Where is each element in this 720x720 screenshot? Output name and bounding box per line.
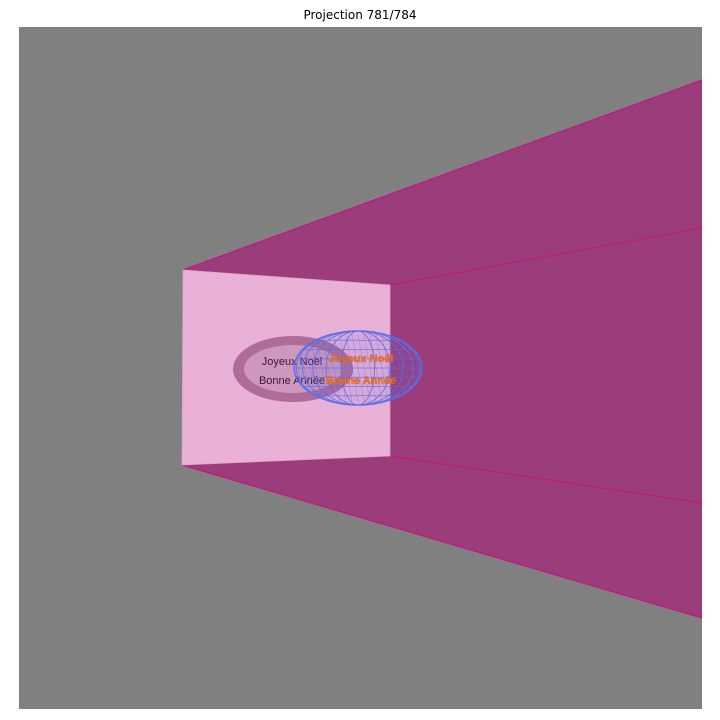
page-title: Projection 781/784: [303, 8, 417, 22]
wireframe-mesh-line: [369, 334, 383, 402]
wireframe-mesh-line: [363, 334, 377, 402]
shadow-ellipse-inner: [244, 345, 342, 393]
wireframe-mesh-line: [321, 334, 335, 402]
wireframe-ellipsoid: [293, 330, 423, 406]
wireframe-mesh-line: [381, 334, 395, 402]
wireframe-mesh-line: [351, 334, 365, 402]
wireframe-mesh-line: [345, 334, 359, 402]
wireframe-mesh-line: [357, 334, 371, 402]
wireframe-mesh-line: [393, 334, 407, 402]
wireframe-mesh-line: [333, 334, 347, 402]
wireframe-mesh-line: [375, 334, 389, 402]
box-edges: [181, 79, 702, 619]
wireframe-mesh-line: [387, 334, 401, 402]
wireframe-text-line1: Joyeux Noël: [329, 353, 394, 365]
back-wall-text-line2: Bonne Année: [259, 375, 325, 387]
wireframe-mesh-line: [315, 334, 329, 402]
wireframe-mesh-line: [309, 334, 323, 402]
wireframe-mesh-line: [327, 334, 341, 402]
wireframe-mesh-line: [339, 334, 353, 402]
wireframe-text-line2: Bonne Année: [326, 375, 397, 387]
